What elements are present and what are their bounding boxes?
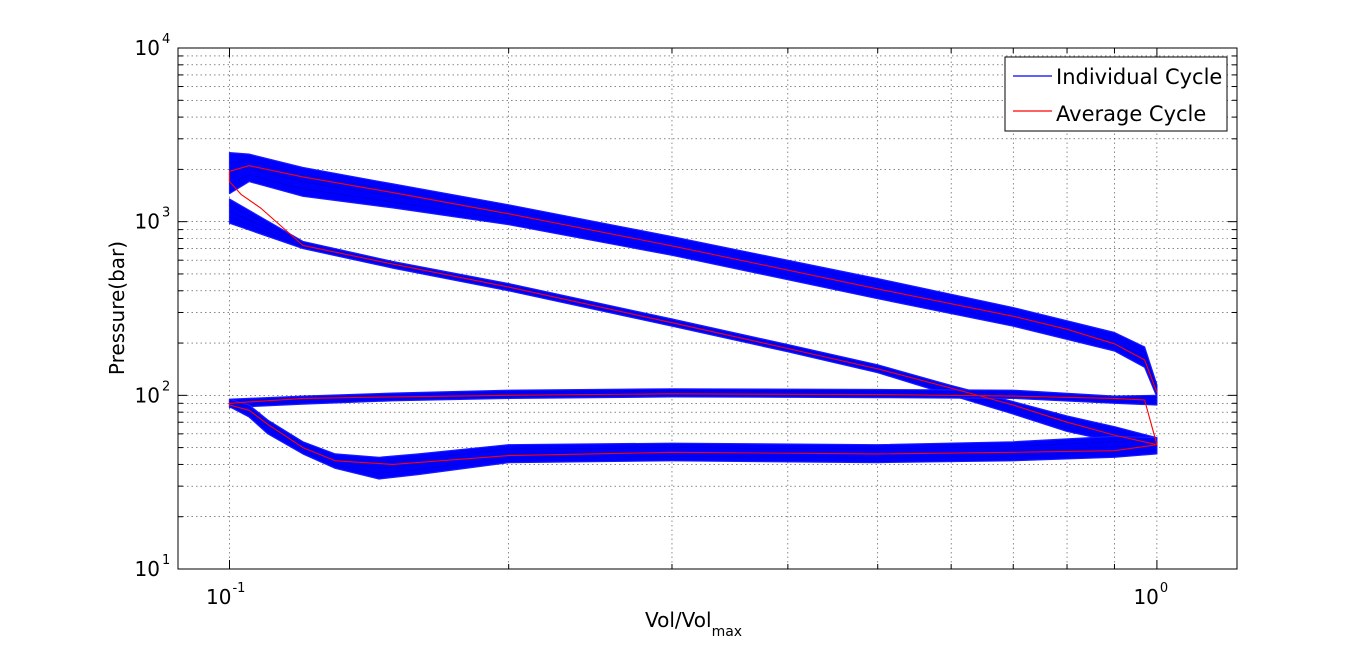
y-tick-label-exponent: 1 [162,553,170,568]
individual-cycle-trace [229,404,1157,474]
individual-cycle-trace [229,402,1157,469]
individual-cycle-trace [229,174,1158,394]
individual-cycle-trace [229,160,1158,388]
plot-data [228,152,1158,480]
y-axis-label: Pressure(bar) [105,241,129,375]
y-tick-label-exponent: 3 [162,206,170,221]
legend: Individual Cycle Average Cycle [1004,56,1228,132]
individual-cycle-trace [229,400,1157,464]
individual-cycle-trace [229,216,1157,449]
x-axis-label-subscript: max [712,624,743,640]
x-axis-label: Vol/Volmax [645,608,742,640]
x-tick-label: 10 [206,585,231,609]
y-tick-label: 10 [135,557,160,581]
individual-cycle-trace [229,394,1157,406]
x-tick-label-exponent: -1 [232,581,245,596]
x-tick-label: 10 [1133,585,1158,609]
y-tick-label: 10 [135,210,160,234]
y-tick-label: 10 [135,36,160,60]
y-tick-label-exponent: 4 [162,32,170,47]
x-tick-label-exponent: 0 [1160,581,1168,596]
axes-frame [177,47,1238,570]
legend-box [1004,56,1228,132]
legend-label-individual-cycle: Individual Cycle [1056,65,1222,89]
legend-label-average-cycle: Average Cycle [1056,102,1206,126]
x-axis-label-main: Vol/Vol [645,608,712,632]
plot-area [178,48,1237,569]
y-tick-label-exponent: 2 [162,379,170,394]
average-cycle-line [228,165,1158,465]
individual-cycle-trace [229,390,1157,402]
individual-cycle-trace [229,204,1157,442]
y-tick-label: 10 [135,383,160,407]
tick-marks: 10 110 210 310 410 -1 10 0 [135,32,1237,609]
